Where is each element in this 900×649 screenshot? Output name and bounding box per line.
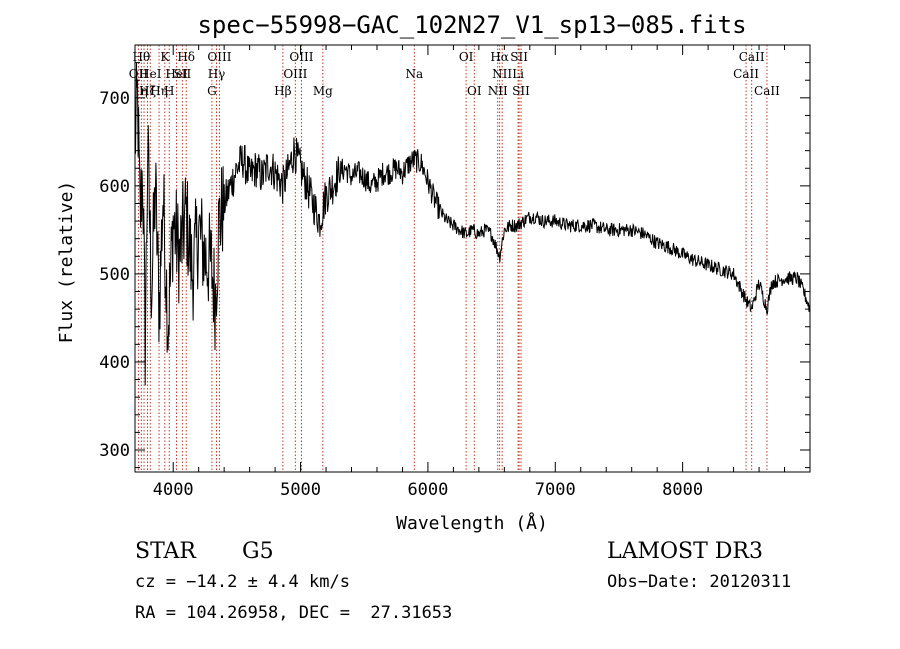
y-axis-ticks: 300 400 500 600 700	[99, 44, 810, 469]
y-tick-label: 300	[99, 441, 130, 461]
x-tick-label: 8000	[662, 480, 703, 500]
redshift-velocity: cz = −14.2 ± 4.4 km/s	[135, 572, 350, 592]
y-tick-label: 700	[99, 89, 130, 109]
line-marker-label: Hη	[150, 84, 168, 98]
y-tick-label: 400	[99, 353, 130, 373]
line-marker-label: SII	[510, 50, 528, 64]
line-marker-label: SII	[174, 67, 192, 81]
line-marker-label: NII	[488, 84, 508, 98]
line-marker-label: NII	[492, 67, 512, 81]
line-marker-label: Hδ	[177, 50, 195, 64]
line-marker-label: Hγ	[208, 67, 226, 81]
object-subclass: G5	[242, 539, 274, 564]
line-marker-label: G	[207, 84, 217, 98]
line-marker-label: K	[160, 50, 170, 64]
line-marker-label: OI	[467, 84, 482, 98]
line-marker-label: SII	[512, 84, 530, 98]
line-marker-label: CaII	[754, 84, 780, 98]
x-axis-ticks: 4000 5000 6000 7000 8000	[153, 45, 811, 500]
line-marker-label: Mg	[313, 84, 333, 98]
x-tick-label: 5000	[280, 480, 321, 500]
y-tick-label: 600	[99, 177, 130, 197]
observation-date: Obs−Date: 20120311	[607, 572, 792, 592]
line-marker-label: Hθ	[133, 50, 151, 64]
object-class: STAR	[135, 539, 196, 564]
chart-title: spec−55998−GAC_102N27_V1_sp13−085.fits	[197, 11, 746, 39]
line-marker-label: Na	[405, 67, 423, 81]
line-marker-label: OIII	[289, 50, 313, 64]
line-marker-label: Hα	[490, 50, 509, 64]
line-marker-label: Li	[512, 67, 524, 81]
line-marker-label: H	[164, 84, 174, 98]
line-marker-label: HeI	[139, 67, 162, 81]
spectrum-line	[134, 62, 811, 386]
coordinates: RA = 104.26958, DEC = 27.31653	[135, 603, 453, 623]
line-marker-label: OIII	[283, 67, 307, 81]
line-marker-label: Hζ	[139, 84, 156, 98]
x-tick-label: 6000	[407, 480, 448, 500]
x-axis-label: Wavelength (Å)	[396, 512, 548, 534]
line-marker-label: CaII	[733, 67, 759, 81]
line-marker-label: η	[140, 84, 147, 98]
spectral-line-labels: OIIHθηHζHeIHηKHHeISIIHδGHγOIIIHβOIIIOIII…	[129, 50, 780, 98]
line-marker-label: HeI	[165, 67, 188, 81]
plot-frame	[134, 44, 811, 473]
survey-name: LAMOST DR3	[607, 539, 763, 564]
line-marker-label: OII	[129, 67, 149, 81]
line-marker-label: Hβ	[274, 84, 291, 98]
line-marker-label: OIII	[207, 50, 231, 64]
spectrum-chart: spec−55998−GAC_102N27_V1_sp13−085.fits O…	[56, 11, 811, 534]
line-marker-label: OI	[459, 50, 474, 64]
x-tick-label: 7000	[535, 480, 576, 500]
line-marker-label: CaII	[739, 50, 765, 64]
x-tick-label: 4000	[153, 480, 194, 500]
spectral-line-markers	[137, 45, 768, 472]
y-axis-label: Flux (relative)	[56, 181, 77, 344]
y-tick-label: 500	[99, 265, 130, 285]
